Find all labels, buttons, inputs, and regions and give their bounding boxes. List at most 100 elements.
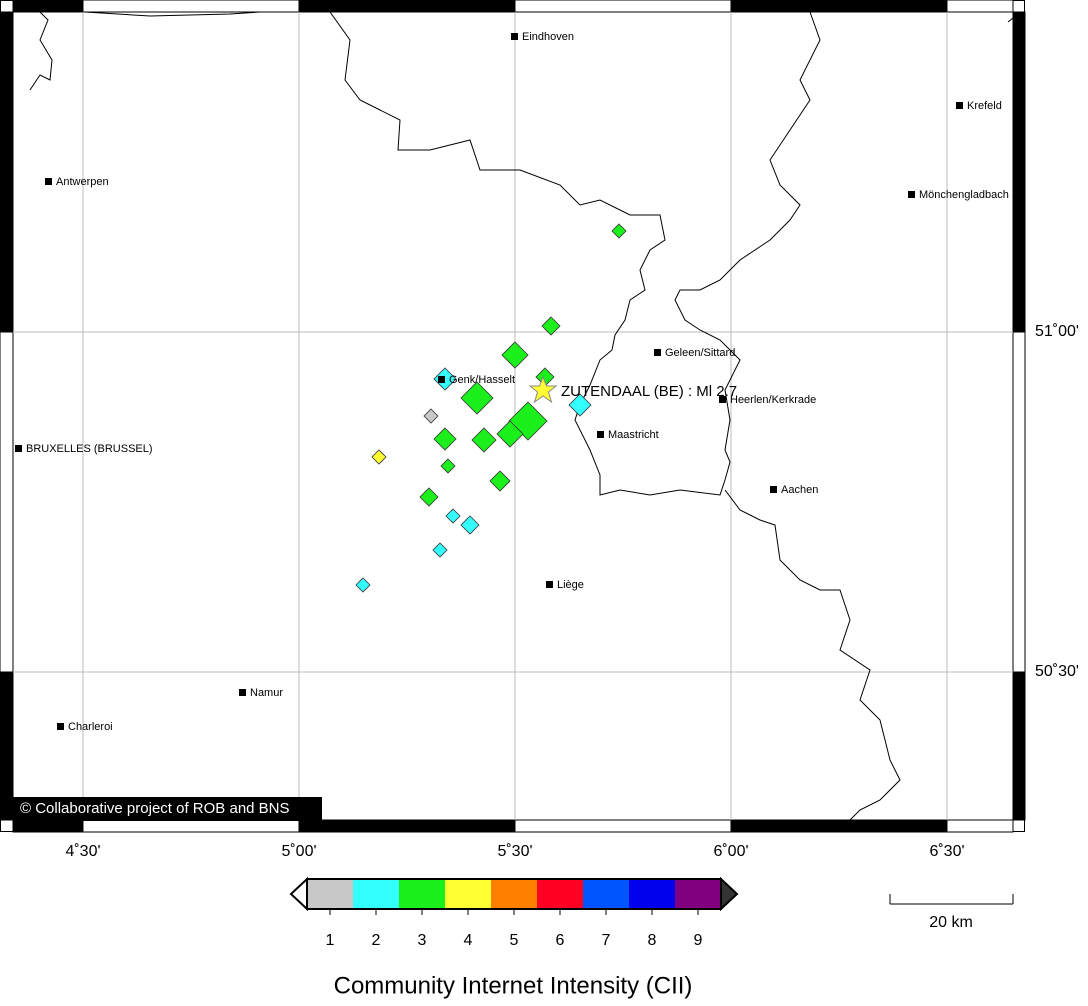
frame-band	[514, 819, 732, 833]
map-area: Eindhoven Krefeld Antwerpen Mönchengladbach…	[13, 12, 1013, 820]
city-label: Mönchengladbach	[919, 189, 1009, 201]
legend-swatch	[675, 879, 721, 909]
lon-label: 5˚00'	[281, 843, 316, 860]
lat-label: 51˚00'	[1035, 323, 1079, 340]
legend-swatch	[629, 879, 675, 909]
border-line	[29, 12, 53, 91]
intensity-report	[432, 542, 448, 558]
frame-band	[82, 819, 300, 833]
legend-label: 8	[648, 932, 657, 949]
lon-label: 6˚30'	[929, 843, 964, 860]
graticule	[13, 12, 1013, 820]
city-marker	[770, 486, 777, 493]
lat-label: 50˚30'	[1035, 663, 1079, 680]
legend-swatch	[583, 879, 629, 909]
border-line	[329, 12, 821, 496]
frame-band	[1012, 11, 1026, 333]
legend-label: 7	[602, 932, 611, 949]
frame-band	[298, 819, 516, 833]
city-marker	[956, 102, 963, 109]
frame-band	[946, 819, 1014, 833]
border-line	[724, 489, 901, 820]
frame-band	[730, 819, 948, 833]
legend-label: 1	[326, 932, 335, 949]
city-marker	[57, 723, 64, 730]
frame-band	[12, 819, 84, 833]
city-marker	[438, 376, 445, 383]
legend-outline	[306, 878, 722, 910]
frame-band	[12, 0, 84, 13]
legend-arrow	[720, 876, 739, 912]
city-marker	[15, 445, 22, 452]
intensity-report	[423, 408, 439, 424]
intensity-report	[471, 427, 497, 453]
intensity-report	[355, 577, 371, 593]
city-marker	[239, 689, 246, 696]
legend-label: 9	[694, 932, 703, 949]
legend-swatch	[307, 879, 353, 909]
legend-label: 5	[510, 932, 519, 949]
city-marker	[546, 581, 553, 588]
city-label: Geleen/Sittard	[665, 347, 735, 359]
city-marker	[719, 396, 726, 403]
frame-band	[0, 11, 14, 333]
frame-band	[1012, 331, 1026, 673]
city-label: Maastricht	[608, 429, 659, 441]
legend-label: 3	[418, 932, 427, 949]
intensity-report	[460, 381, 494, 415]
intensity-report	[433, 427, 457, 451]
legend-label: 6	[556, 932, 565, 949]
lon-label: 5˚30'	[497, 843, 532, 860]
scale-label: 20 km	[929, 914, 973, 931]
city-label: Antwerpen	[56, 176, 109, 188]
frame-band	[0, 671, 14, 821]
city-marker	[654, 349, 661, 356]
frame-band	[514, 0, 732, 13]
frame-band	[730, 0, 948, 13]
axis-labels: 4˚30' 5˚00' 5˚30' 6˚00' 6˚30' 51˚00' 50˚30'	[65, 323, 1079, 860]
frame-outline	[0, 0, 1025, 832]
intensity-report	[611, 223, 627, 239]
frame-band	[946, 0, 1014, 13]
intensity-reports	[355, 223, 627, 593]
credit-box	[13, 797, 322, 821]
city-label: BRUXELLES (BRUSSEL)	[26, 443, 153, 455]
legend-swatch	[399, 879, 445, 909]
city-label: Eindhoven	[522, 31, 574, 43]
intensity-report	[541, 316, 561, 336]
intensity-report	[460, 515, 480, 535]
frame-band	[298, 0, 516, 13]
intensity-report	[489, 470, 511, 492]
frame-band	[82, 0, 300, 13]
intensity-report	[501, 341, 529, 369]
lon-label: 6˚00'	[713, 843, 748, 860]
lon-label: 4˚30'	[65, 843, 100, 860]
legend-swatch	[491, 879, 537, 909]
legend-arrow	[289, 876, 308, 912]
legend-title: Community Internet Intensity (CII)	[334, 972, 693, 999]
event-label: ZUTENDAAL (BE) : Ml 2.7	[561, 383, 737, 400]
city-label: Genk/Hasselt	[449, 374, 515, 386]
legend-swatch	[537, 879, 583, 909]
border-line	[1007, 17, 1013, 23]
legend: 1 2 3 4 5 6 7 8 9	[289, 876, 739, 949]
credit: © Collaborative project of ROB and BNS	[20, 800, 290, 817]
map-frame	[0, 0, 1026, 833]
city-marker	[45, 178, 52, 185]
city-label: Heerlen/Kerkrade	[730, 394, 816, 406]
city-label: Krefeld	[967, 100, 1002, 112]
epicenter-star	[528, 375, 558, 404]
city-marker	[511, 33, 518, 40]
intensity-report	[568, 393, 592, 417]
cities: Eindhoven Krefeld Antwerpen Mönchengladbach…	[15, 31, 1009, 733]
city-label: Charleroi	[68, 721, 113, 733]
intensity-report	[440, 458, 456, 474]
frame-band	[1012, 671, 1026, 821]
city-marker	[597, 431, 604, 438]
legend-swatch	[445, 879, 491, 909]
frame-band	[0, 331, 14, 673]
intensity-report	[445, 508, 461, 524]
legend-label: 4	[464, 932, 473, 949]
border-line	[84, 12, 261, 17]
